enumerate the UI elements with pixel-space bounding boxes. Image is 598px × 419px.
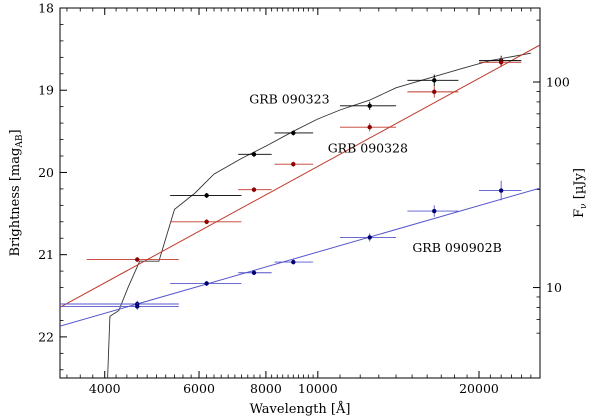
y-axis-label-right: Fν [µJy] — [572, 168, 589, 218]
data-point-marker — [498, 188, 504, 193]
data-point-marker — [204, 193, 209, 198]
x-tick-label: 20000 — [459, 381, 499, 396]
data-point-marker — [367, 125, 372, 130]
y-label-right-units: [µJy] — [572, 168, 587, 203]
plot-frame — [59, 7, 541, 379]
y-axis-label-left: Brightness [magAB] — [8, 129, 25, 256]
y-left-tick-label: 22 — [38, 329, 54, 344]
y-label-left-main: Brightness [mag — [8, 148, 23, 257]
data-point-marker — [367, 235, 372, 240]
data-point-marker — [204, 281, 209, 286]
y-left-tick-label: 19 — [38, 83, 54, 98]
x-axis-label: Wavelength [Å] — [250, 401, 351, 417]
data-point-marker — [432, 78, 437, 83]
data-point-marker — [251, 270, 257, 275]
y-left-tick-label: 20 — [38, 165, 54, 180]
data-point-marker — [135, 257, 140, 262]
y-left-tick-label: 18 — [38, 1, 54, 16]
data-point-marker — [432, 89, 437, 95]
series-annotation-label: GRB 090328 — [328, 141, 408, 156]
x-tick-label: 8000 — [250, 381, 282, 396]
data-point-marker — [498, 60, 504, 65]
series-annotation-label: GRB 090902B — [412, 240, 501, 255]
model-lines — [60, 44, 540, 378]
x-tick-label: 4000 — [89, 381, 121, 396]
y-label-left-close: ] — [8, 129, 23, 134]
y-label-right-main: F — [572, 209, 587, 218]
y-label-left-sub: AB — [15, 134, 25, 148]
model-curve-line — [107, 52, 531, 378]
fit-line — [60, 187, 540, 327]
series-annotations: GRB 090323 GRB 090328 GRB 090902B — [249, 91, 502, 255]
data-point-marker — [432, 208, 437, 214]
x-tick-label: 6000 — [183, 381, 215, 396]
data-point-marker — [367, 103, 372, 109]
axis-ticks — [60, 7, 541, 378]
x-tick-label: 10000 — [298, 381, 338, 396]
data-point-marker — [204, 219, 209, 224]
data-point-marker — [135, 304, 140, 309]
data-point-marker — [251, 152, 257, 157]
fit-line — [60, 44, 540, 308]
data-point-marker — [291, 130, 296, 136]
tick-labels: 4000 6000 8000 10000 20000 18 19 20 21 22 10 100 — [38, 1, 570, 397]
data-point-marker — [291, 259, 296, 265]
series-annotation-label: GRB 090323 — [249, 91, 329, 106]
data-point-marker — [251, 187, 257, 192]
data-points — [60, 55, 522, 310]
y-label-right-sub: ν — [579, 203, 589, 208]
data-point-marker — [291, 162, 296, 167]
y-left-tick-label: 21 — [38, 247, 54, 262]
y-right-tick-label: 10 — [546, 280, 562, 295]
y-right-tick-label: 100 — [546, 75, 570, 90]
